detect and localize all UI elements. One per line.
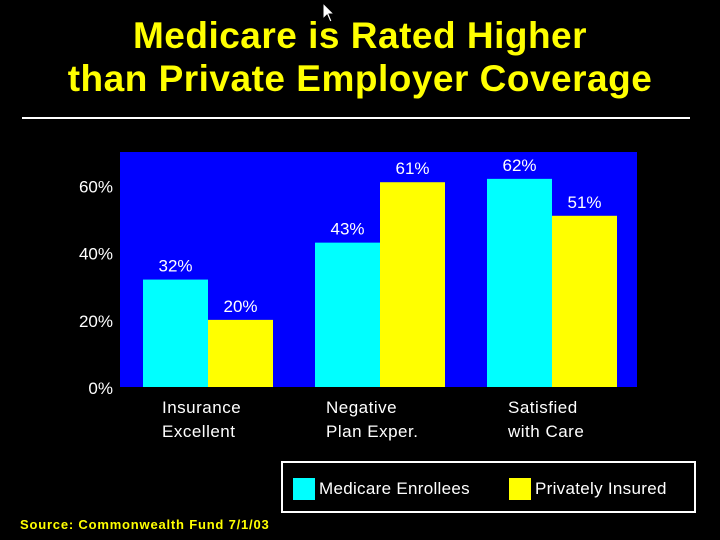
y-tick-label: 40% xyxy=(79,245,113,264)
data-label: 32% xyxy=(158,257,192,276)
x-category-label: with Care xyxy=(507,422,584,441)
legend-label-private: Privately Insured xyxy=(535,479,667,498)
chart-title: Medicare is Rated Higher than Private Em… xyxy=(0,14,720,100)
y-tick-label: 20% xyxy=(79,312,113,331)
bar-private xyxy=(380,182,445,387)
data-label: 43% xyxy=(330,220,364,239)
mouse-pointer-icon xyxy=(322,2,336,23)
x-category-label: Insurance xyxy=(162,398,241,417)
y-tick-label: 0% xyxy=(88,379,113,398)
bar-private xyxy=(552,215,617,387)
bar-medicare xyxy=(315,242,380,387)
x-category-label: Excellent xyxy=(162,422,235,441)
legend-entry-medicare: Medicare Enrollees xyxy=(293,476,470,502)
legend-label-medicare: Medicare Enrollees xyxy=(319,479,470,498)
x-category-label: Satisfied xyxy=(508,398,578,417)
y-tick-label: 60% xyxy=(79,178,113,197)
bar-medicare xyxy=(487,178,552,387)
bar-private xyxy=(208,319,273,387)
bar-medicare xyxy=(143,279,208,387)
data-label: 51% xyxy=(567,193,601,212)
title-divider xyxy=(22,117,690,119)
data-label: 20% xyxy=(223,297,257,316)
title-line-2: than Private Employer Coverage xyxy=(67,58,653,99)
source-note: Source: Commonwealth Fund 7/1/03 xyxy=(20,517,270,532)
legend-swatch-medicare xyxy=(293,478,315,500)
legend-entry-private: Privately Insured xyxy=(509,476,667,502)
title-line-1: Medicare is Rated Higher xyxy=(132,15,588,56)
legend-swatch-private xyxy=(509,478,531,500)
data-label: 61% xyxy=(395,159,429,178)
x-category-label: Negative xyxy=(326,398,397,417)
chart-legend: Medicare Enrollees Privately Insured xyxy=(281,461,696,513)
x-category-label: Plan Exper. xyxy=(326,422,418,441)
data-label: 62% xyxy=(502,156,536,175)
